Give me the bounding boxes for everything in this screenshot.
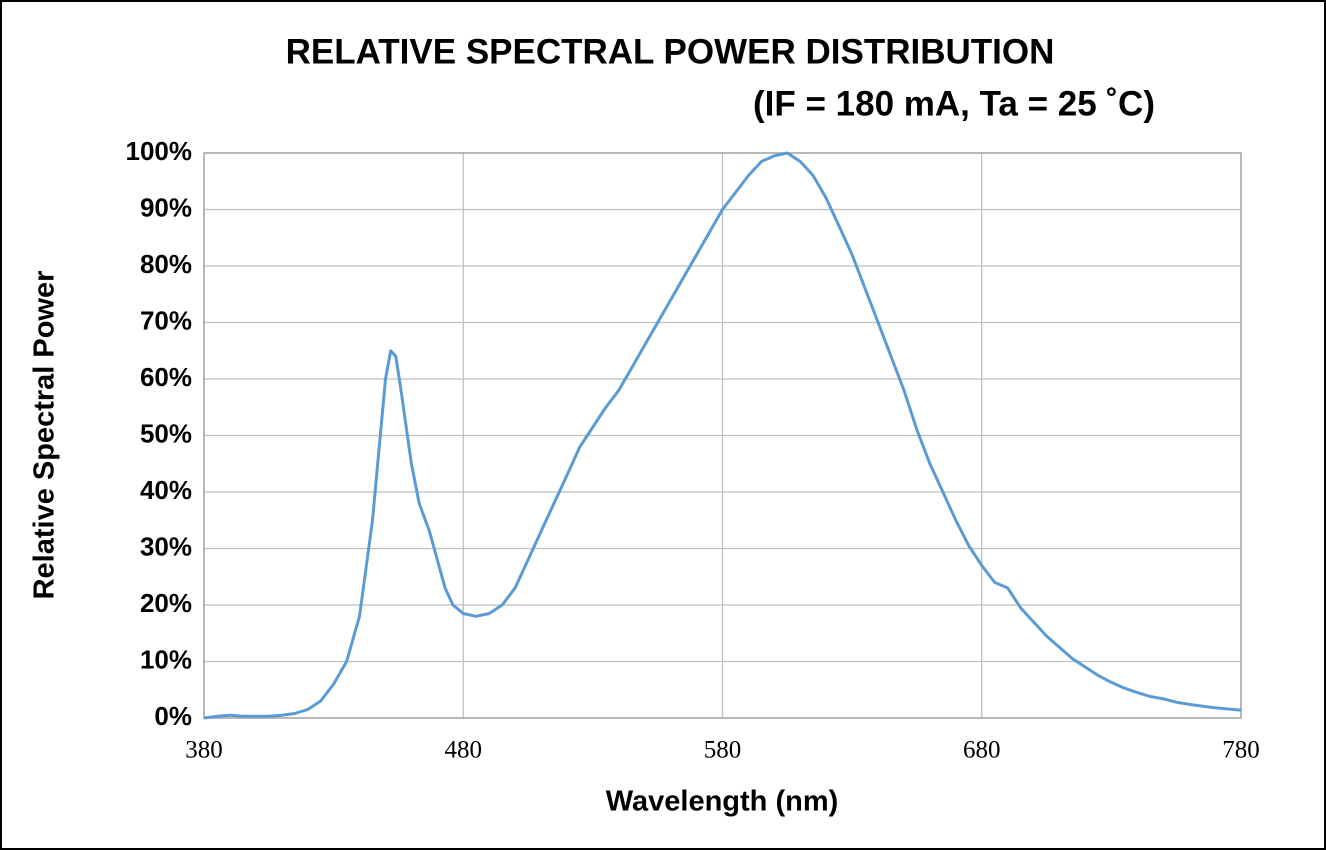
x-tick-label: 480 bbox=[445, 737, 483, 764]
y-tick-label: 0% bbox=[154, 701, 192, 731]
x-tick-label: 380 bbox=[185, 737, 223, 764]
y-tick-label: 100% bbox=[126, 136, 193, 166]
y-tick-label: 10% bbox=[140, 644, 192, 674]
y-tick-label: 20% bbox=[140, 588, 192, 618]
x-tick-label: 780 bbox=[1222, 737, 1260, 764]
y-tick-label: 30% bbox=[140, 531, 192, 561]
x-tick-label: 680 bbox=[963, 737, 1001, 764]
y-tick-label: 60% bbox=[140, 362, 192, 392]
spectrum-line bbox=[203, 151, 1242, 720]
plot-border bbox=[203, 152, 1242, 719]
chart-title: RELATIVE SPECTRAL POWER DISTRIBUTION bbox=[286, 32, 1055, 71]
x-axis-label: Wavelength (nm) bbox=[606, 786, 839, 818]
y-axis-label: Relative Spectral Power bbox=[29, 271, 61, 600]
y-tick-label: 70% bbox=[140, 305, 192, 335]
y-tick-label: 50% bbox=[140, 418, 192, 448]
chart-subtitle: (IF = 180 mA, Ta = 25 ˚C) bbox=[753, 84, 1155, 123]
y-tick-label: 90% bbox=[140, 192, 192, 222]
y-tick-label: 40% bbox=[140, 475, 192, 505]
x-tick-label: 580 bbox=[704, 737, 742, 764]
y-tick-label: 80% bbox=[140, 249, 192, 279]
